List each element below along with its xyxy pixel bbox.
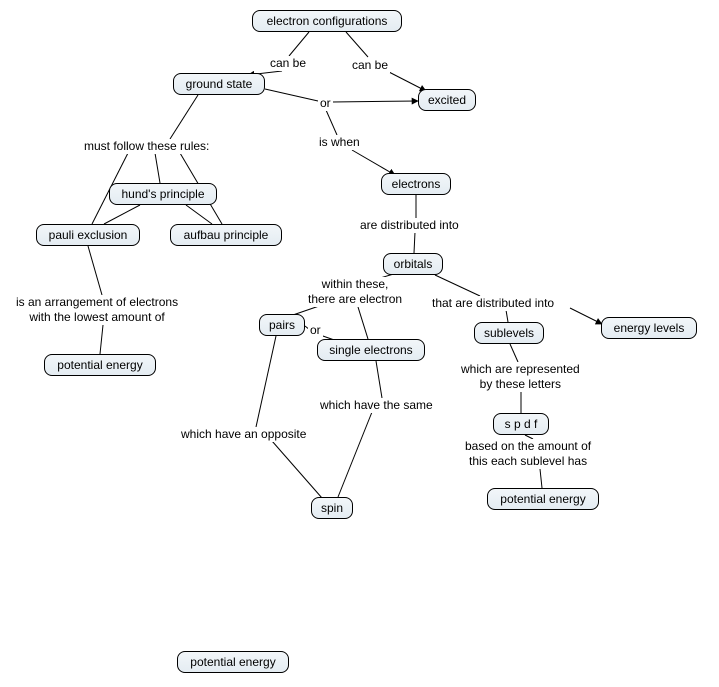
node-electron-configurations[interactable]: electron configurations [252, 10, 402, 32]
edge [435, 275, 480, 296]
edge [358, 307, 368, 339]
link-label-within: within these, there are electron [306, 277, 404, 307]
link-label-rules: must follow these rules: [82, 139, 211, 154]
node-orbitals[interactable]: orbitals [383, 253, 443, 275]
node-pairs[interactable]: pairs [259, 314, 305, 336]
link-label-based-on: based on the amount of this each subleve… [463, 439, 593, 469]
link-label-can-be-1: can be [268, 56, 308, 71]
node-hunds-principle[interactable]: hund's principle [109, 183, 217, 205]
edge [352, 150, 395, 175]
edge [346, 32, 368, 57]
node-spdf[interactable]: s p d f [493, 413, 549, 435]
node-energy-levels[interactable]: energy levels [601, 317, 697, 339]
edge [387, 71, 426, 91]
edge [272, 441, 322, 498]
node-sublevels[interactable]: sublevels [474, 322, 544, 344]
link-label-opposite: which have an opposite [179, 427, 308, 442]
edge [170, 95, 198, 139]
node-ground-state[interactable]: ground state [173, 73, 265, 95]
edge [155, 153, 160, 183]
link-label-lowest: is an arrangement of electrons with the … [14, 295, 180, 325]
edge [506, 310, 508, 322]
node-single-electrons[interactable]: single electrons [317, 339, 425, 361]
node-potential-energy-2[interactable]: potential energy [487, 488, 599, 510]
node-electrons[interactable]: electrons [381, 173, 451, 195]
edge [265, 89, 318, 101]
edge [256, 336, 276, 427]
link-label-is-when: is when [317, 135, 362, 150]
edge [104, 205, 140, 224]
node-potential-energy-3[interactable]: potential energy [177, 651, 289, 673]
link-label-or-1: or [318, 96, 333, 111]
node-potential-energy-1[interactable]: potential energy [44, 354, 156, 376]
edge [186, 205, 212, 224]
edge [414, 232, 415, 253]
edge [540, 469, 542, 488]
node-aufbau-principle[interactable]: aufbau principle [170, 224, 282, 246]
edge [289, 32, 309, 56]
edge [88, 246, 102, 295]
edge [510, 344, 518, 362]
link-label-can-be-2: can be [350, 58, 390, 73]
node-excited[interactable]: excited [418, 89, 476, 111]
edge [338, 412, 372, 497]
edge [376, 361, 382, 398]
edge [570, 308, 602, 324]
edge [332, 101, 418, 102]
node-pauli-exclusion[interactable]: pauli exclusion [36, 224, 140, 246]
edge [100, 325, 103, 354]
edge [326, 110, 337, 135]
link-label-same: which have the same [318, 398, 435, 413]
link-label-or-2: or [308, 323, 323, 338]
link-label-are-dist: are distributed into [358, 218, 461, 233]
link-label-which-rep: which are represented by these letters [459, 362, 582, 392]
node-spin[interactable]: spin [311, 497, 353, 519]
link-label-that-dist: that are distributed into [430, 296, 556, 311]
